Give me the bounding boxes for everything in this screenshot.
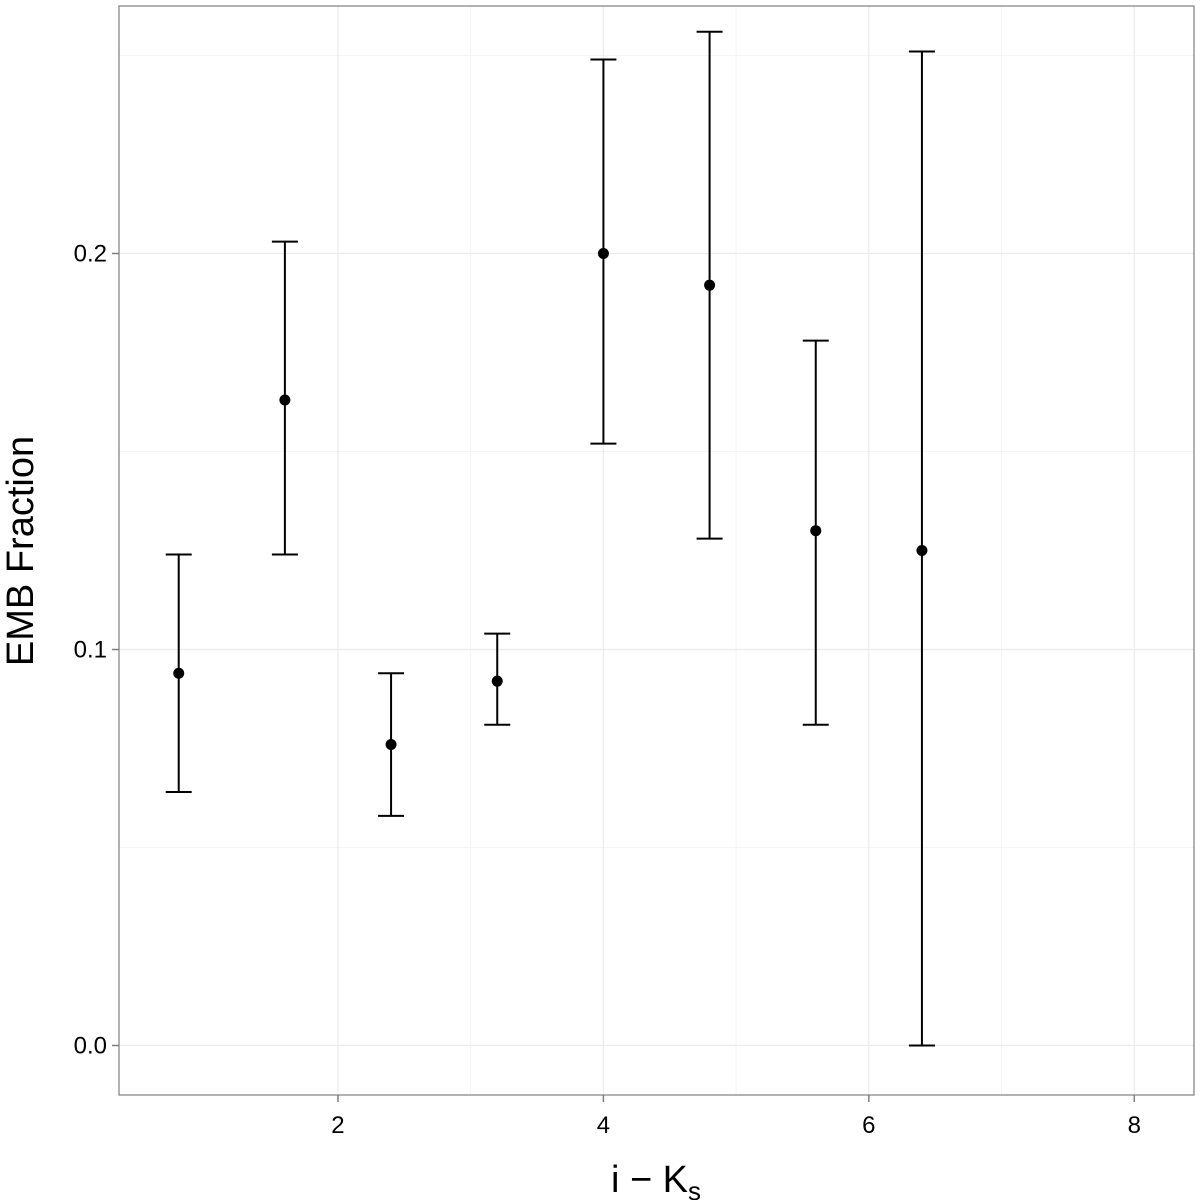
- data-point: [385, 739, 397, 751]
- data-point: [597, 248, 609, 259]
- x-tick-label: 2: [331, 1112, 344, 1139]
- data-point: [173, 667, 185, 679]
- data-points: [173, 248, 928, 751]
- data-point: [810, 525, 822, 537]
- x-axis-title-subscript: s: [688, 1176, 701, 1200]
- plot-panel-border: [118, 5, 1195, 1096]
- grid-lines: [119, 6, 1194, 1095]
- y-tick-label: 0.0: [74, 1033, 107, 1060]
- x-tick-label: 8: [1128, 1112, 1141, 1139]
- y-tick-label: 0.1: [74, 637, 107, 664]
- data-point: [916, 545, 928, 556]
- data-point: [491, 675, 503, 687]
- x-axis-ticks: 2 4 6 8: [331, 1095, 1141, 1139]
- y-axis-title: EMB Fraction: [0, 436, 42, 666]
- x-axis-title-main: i − K: [611, 1159, 688, 1200]
- x-tick-label: 6: [862, 1112, 875, 1139]
- data-point: [279, 394, 291, 406]
- x-tick-label: 4: [597, 1112, 610, 1139]
- x-axis-title: i − Ks: [611, 1159, 701, 1200]
- y-tick-label: 0.2: [74, 241, 107, 268]
- y-axis-ticks: 0.0 0.1 0.2: [74, 241, 119, 1060]
- data-point: [704, 279, 716, 291]
